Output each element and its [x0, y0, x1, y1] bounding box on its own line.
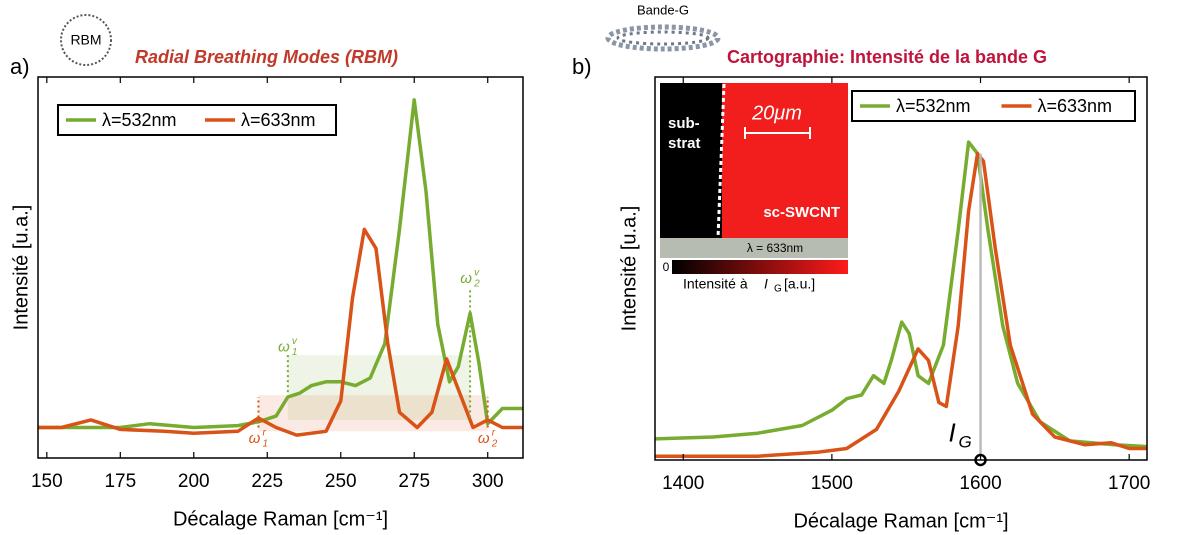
legend-label: λ=633nm [241, 110, 316, 130]
annotation-sub: G [959, 432, 972, 451]
annotation-sub: 2 [473, 279, 480, 290]
plot-frame [654, 76, 1148, 461]
x-tick-label: 300 [472, 471, 504, 492]
x-tick-label: 150 [31, 471, 63, 492]
annotation-sub: 2 [491, 439, 498, 450]
x-tick-label: 175 [104, 471, 136, 492]
y-axis-label: Intensité [u.a.] [10, 205, 32, 331]
annotation-label: ω [249, 430, 261, 447]
rbm-icon [60, 14, 112, 66]
legend-label: λ=532nm [896, 96, 971, 116]
series-line [655, 151, 1147, 458]
series-line [654, 140, 1148, 449]
annotation-label: ω [278, 338, 290, 355]
annotation-label: ω [460, 270, 472, 287]
colorbar-label: I [764, 276, 768, 292]
colorbar-label: G [774, 284, 782, 295]
x-axis-label: Décalage Raman [cm⁻¹] [793, 510, 1008, 532]
inset-map: sub-strat 20μm sc-SWCNT λ = 633nm 0 Intensité… [660, 83, 848, 295]
x-tick-label: 200 [178, 471, 210, 492]
series-line [38, 98, 523, 430]
annotation-sup: v [474, 268, 480, 279]
plot-frame [37, 76, 524, 459]
panel-label: a) [10, 54, 30, 79]
y-axis-label: Intensité [u.a.] [618, 206, 640, 332]
icon-label: RBM [70, 32, 101, 48]
substrate-label: strat [668, 135, 701, 152]
annotation-sup: r [262, 428, 266, 439]
x-tick-label: 1600 [959, 473, 1001, 494]
legend: λ=532nm λ=633nm [57, 104, 337, 136]
edge-line [716, 83, 726, 239]
scale-label: 20μm [751, 102, 802, 124]
annotation-label: I [949, 418, 956, 448]
substrate-label: sub- [668, 115, 700, 132]
colorbar-min: 0 [663, 260, 670, 274]
annotation-sub: 1 [292, 347, 298, 358]
annotation-sub: 1 [262, 439, 268, 450]
annotation-sup: v [292, 336, 298, 347]
panel-title: Cartographie: Intensité de la bande G [727, 47, 1047, 67]
nanotube-region [722, 83, 848, 238]
x-tick-label: 1700 [1108, 473, 1150, 494]
x-tick-label: 275 [398, 471, 430, 492]
substrate-region [660, 83, 722, 238]
annotation-sup: r [492, 428, 496, 439]
panel-label: b) [572, 54, 592, 79]
legend: λ=532nm λ=633nm [851, 90, 1136, 122]
annotation-label: ω [478, 430, 490, 447]
graphene-icon [605, 24, 721, 52]
plot-area [38, 77, 523, 458]
shaded-band [258, 395, 488, 432]
colorbar-label: Intensité à [683, 276, 748, 292]
panel-title: Radial Breathing Modes (RBM) [135, 47, 398, 67]
legend-label: λ=633nm [1038, 96, 1113, 116]
legend-box [851, 90, 1136, 122]
series-line [38, 227, 523, 437]
icon-label: Bande-G [637, 2, 689, 17]
x-tick-label: 225 [251, 471, 283, 492]
x-tick-label: 1400 [662, 473, 704, 494]
x-tick-label: 1500 [811, 473, 853, 494]
sample-label: sc-SWCNT [763, 204, 840, 221]
legend-label: λ=532nm [102, 110, 177, 130]
colorbar-label: [a.u.] [784, 276, 815, 292]
x-tick-label: 250 [325, 471, 357, 492]
legend-box [57, 104, 337, 136]
wavelength-label: λ = 633nm [747, 241, 803, 255]
colorbar [672, 260, 848, 274]
x-axis-label: Décalage Raman [cm⁻¹] [173, 508, 388, 530]
